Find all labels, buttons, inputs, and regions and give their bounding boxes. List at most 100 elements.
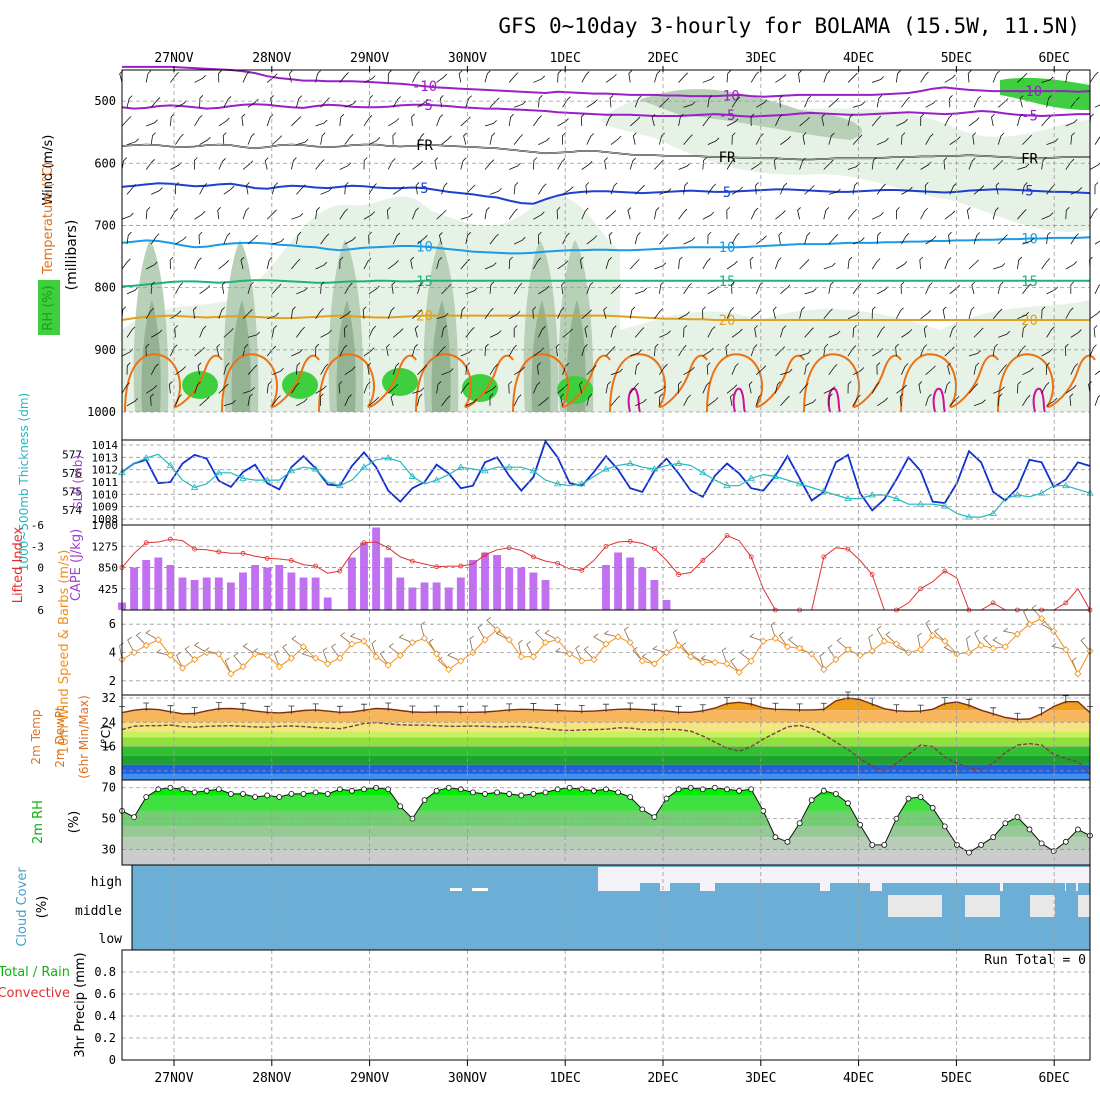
wind-barb [972,132,976,145]
wind-speed-point [929,631,937,640]
wind-barb [920,113,925,126]
cape-bar [287,572,296,610]
wind-barb [823,207,830,220]
wind-barb [610,135,622,145]
wind-barb [489,233,499,245]
rh-shading-high [600,92,1090,233]
wind-barb [780,395,790,407]
wind-barb [168,381,173,394]
wind-barb [635,398,647,407]
temp-maxmin-marker [627,702,634,711]
wind-barb [436,114,444,127]
wind-barb [949,325,956,338]
wind-speed-point [699,658,707,666]
wind-speed-point [529,653,537,661]
lifted-index-point [990,600,996,606]
wind-barb [242,70,251,83]
wind-barb [291,382,300,394]
wind-barb [896,118,908,127]
wind-barb [579,381,583,394]
wind-barb [896,158,905,170]
wind-barb [174,325,179,338]
wind-barb [271,135,283,145]
wind-barb [218,158,226,170]
temp-maxmin-marker [1038,707,1045,716]
thickness-point [360,463,368,470]
wind-barb [1065,158,1075,170]
wind-barb [223,362,230,375]
lifted-index-point [385,545,391,551]
wind-barb [436,256,443,270]
wind-barb [991,113,995,127]
cape-bar [360,542,368,610]
wind-barb [1065,70,1071,83]
wind-barb [749,633,764,642]
wind-barb [417,235,428,245]
wind-barb [585,182,590,195]
wind-barb [557,158,566,170]
wind-speed-point [735,668,743,676]
wind-barb [363,211,375,220]
wind-barb [509,311,521,320]
wind-barb [240,256,245,270]
wind-barb [876,326,885,338]
lifted-index-point [579,567,585,573]
wind-barb [193,157,198,170]
date-label-top: 6DEC [1039,51,1070,66]
wind-speed-point [662,648,671,657]
wind-barb [901,186,913,195]
wind-barb [175,282,183,295]
wind-barb [271,325,278,338]
wind-barb [194,211,206,220]
wind-barb [441,325,447,338]
wind-barb [322,647,329,664]
temp-maxmin-marker [772,702,779,712]
wind-barb [439,95,444,108]
wind-barb [581,71,590,83]
temp-maxmin-marker [336,705,343,715]
wind-barb [654,385,666,394]
wind-barb [489,363,499,375]
wind-barb [780,368,793,376]
cape-bar [251,565,260,610]
thickness-point [1062,481,1070,489]
wind-barb [1070,187,1083,195]
wind-barb [145,159,155,170]
wind-barb [755,182,759,195]
wind-barb [885,631,897,645]
wind-barb [339,162,352,170]
rh-point [300,791,307,797]
wind-barb [513,182,519,195]
wind-barb [175,100,187,108]
wind-barb [1022,367,1034,376]
wind-barb [828,234,839,245]
rh-point [1002,820,1009,827]
wind-barb [871,258,881,270]
wind-barb [266,209,277,220]
wind-barb [605,114,613,127]
temp-maxmin-marker [288,705,295,714]
axis-label-cloud: Cloud Cover [15,867,30,947]
wind-barb [852,134,863,145]
rh-point [469,789,476,796]
wind-barb [233,652,244,667]
wind-barb [484,159,495,170]
wind-barb [127,636,135,653]
dewpoint-line [121,721,1091,775]
wind-barb [392,186,404,195]
date-label-top: 27NOV [154,51,193,66]
wind-barb [1070,96,1080,108]
wind-barb [169,256,174,269]
wind-barb [1046,362,1050,375]
cloud-patch [780,883,796,891]
precip-legend-convective: Convective [0,986,70,1001]
wind-barb [320,363,329,375]
wind-barb [804,327,814,338]
lifted-index-point [676,572,681,577]
axis-label-part: (°C) [99,725,113,749]
wind-barb [872,76,884,83]
wind-barb [1017,209,1027,220]
wind-barb [702,306,706,319]
wind-barb [949,284,960,295]
wind-speed-point [275,663,283,671]
